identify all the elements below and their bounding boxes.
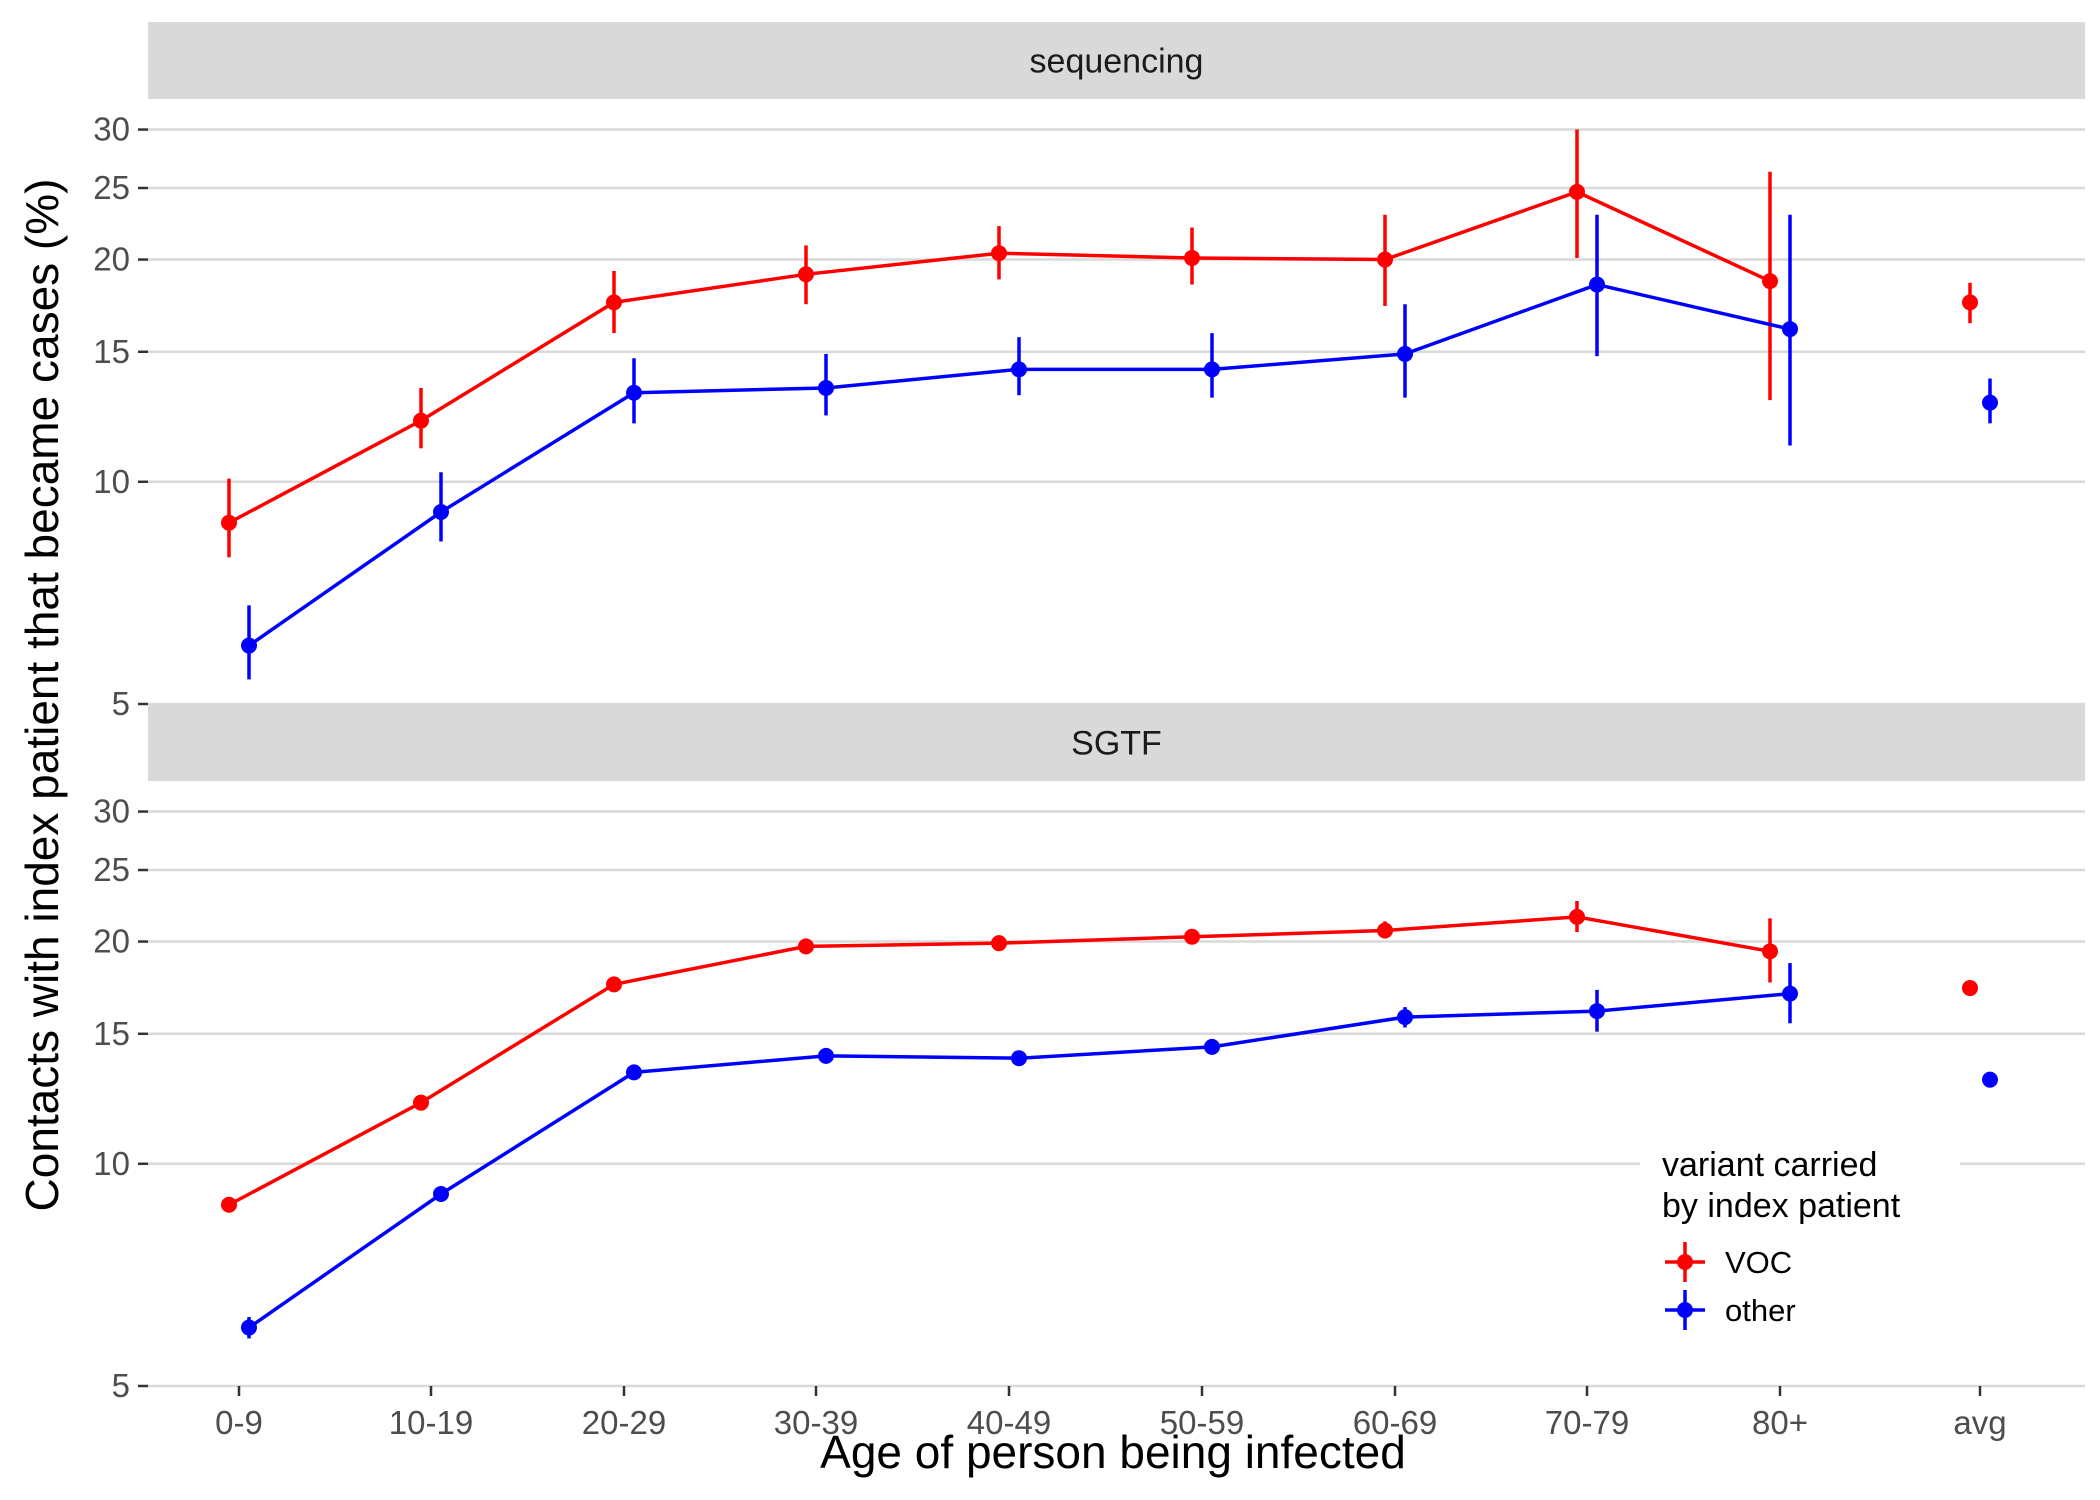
- x-tick-label: 0-9: [215, 1404, 263, 1441]
- legend-item-voc: VOC: [1665, 1242, 1792, 1282]
- data-point: [433, 504, 449, 521]
- facet-panel-sgtf: SGTF 5 10 15 20 25 30: [93, 704, 2085, 1404]
- y-tick-label: 5: [112, 1367, 130, 1404]
- facet-panels: sequencing 5 10 15 20 25 30 SGTF 5 10 15 20 25 30: [93, 22, 2085, 1404]
- legend-title: variant carried: [1662, 1146, 1877, 1184]
- data-point: [606, 294, 622, 311]
- data-point: [433, 1186, 449, 1203]
- y-tick-label: 10: [93, 1145, 130, 1182]
- x-axis: 0-9 10-19 20-29 30-39 40-49 50-59 60-69 70-79 80…: [215, 1386, 2007, 1441]
- y-tick-label: 30: [93, 793, 130, 830]
- legend-label: VOC: [1725, 1245, 1792, 1280]
- x-tick-label: 20-29: [582, 1404, 666, 1441]
- data-point: [1782, 321, 1798, 338]
- legend-key-point: [1677, 1302, 1693, 1318]
- y-tick-label: 15: [93, 333, 130, 370]
- data-point: [818, 1047, 834, 1064]
- y-tick-label: 25: [93, 851, 130, 888]
- y-tick-label: 20: [93, 241, 130, 278]
- legend-item-other: other: [1665, 1290, 1796, 1330]
- facet-strip-label: sequencing: [1030, 43, 1204, 81]
- avg-point: [1962, 980, 1978, 997]
- series-line: [248, 991, 1791, 1329]
- x-tick-label: 10-19: [389, 1404, 473, 1441]
- data-point: [1011, 361, 1027, 378]
- legend-background: [1640, 1140, 1960, 1335]
- data-point: [1184, 928, 1200, 945]
- data-point: [1377, 922, 1393, 939]
- data-point: [413, 1094, 429, 1111]
- y-tick-label: 10: [93, 463, 130, 500]
- data-point: [1589, 276, 1605, 293]
- data-point: [606, 976, 622, 993]
- facet-strip: [148, 22, 2085, 99]
- data-point: [221, 1196, 237, 1213]
- legend-label: other: [1725, 1293, 1796, 1328]
- data-point: [1589, 1003, 1605, 1020]
- data-point: [1762, 273, 1778, 290]
- data-point: [626, 1064, 642, 1081]
- x-tick-label: 30-39: [774, 1404, 858, 1441]
- x-tick-label: 60-69: [1353, 1404, 1437, 1441]
- series-other: [241, 963, 1998, 1339]
- facet-panel-sequencing: sequencing 5 10 15 20 25 30: [93, 22, 2085, 722]
- facet-strip: [148, 704, 2085, 781]
- legend-key-point: [1677, 1254, 1693, 1270]
- series-other: [241, 214, 1998, 680]
- y-tick-label: 25: [93, 169, 130, 206]
- data-point: [1184, 249, 1200, 266]
- data-point: [1397, 1009, 1413, 1026]
- x-tick-label: 80+: [1752, 1404, 1808, 1441]
- x-tick-label: 40-49: [967, 1404, 1051, 1441]
- x-tick-label: avg: [1953, 1404, 2006, 1441]
- data-point: [1569, 183, 1585, 200]
- data-point: [1782, 985, 1798, 1002]
- y-tick-label: 20: [93, 923, 130, 960]
- legend-title: by index patient: [1662, 1187, 1901, 1225]
- data-point: [798, 938, 814, 955]
- y-axis-title: Contacts with index patient that became …: [16, 179, 68, 1212]
- data-point: [991, 935, 1007, 952]
- data-point: [241, 637, 257, 654]
- series-voc: [221, 129, 1978, 558]
- y-tick-label: 30: [93, 111, 130, 148]
- data-point: [413, 412, 429, 429]
- data-point: [626, 384, 642, 401]
- data-point: [818, 379, 834, 396]
- data-point: [1762, 943, 1778, 960]
- data-point: [991, 245, 1007, 262]
- avg-point: [1982, 394, 1998, 411]
- x-axis-title: Age of person being infected: [820, 1426, 1406, 1478]
- data-point: [221, 514, 237, 531]
- data-point: [1204, 1038, 1220, 1055]
- data-point: [1569, 908, 1585, 925]
- data-point: [1397, 345, 1413, 362]
- x-tick-label: 70-79: [1545, 1404, 1629, 1441]
- x-tick-label: 50-59: [1160, 1404, 1244, 1441]
- data-point: [241, 1319, 257, 1336]
- data-point: [1377, 251, 1393, 268]
- avg-point: [1982, 1071, 1998, 1088]
- facet-strip-label: SGTF: [1071, 725, 1162, 763]
- data-point: [798, 266, 814, 283]
- y-tick-label: 15: [93, 1015, 130, 1052]
- data-point: [1011, 1050, 1027, 1067]
- series-voc: [221, 900, 1978, 1213]
- y-tick-label: 5: [112, 685, 130, 722]
- series-line: [228, 915, 1771, 1207]
- data-point: [1204, 361, 1220, 378]
- avg-point: [1962, 294, 1978, 311]
